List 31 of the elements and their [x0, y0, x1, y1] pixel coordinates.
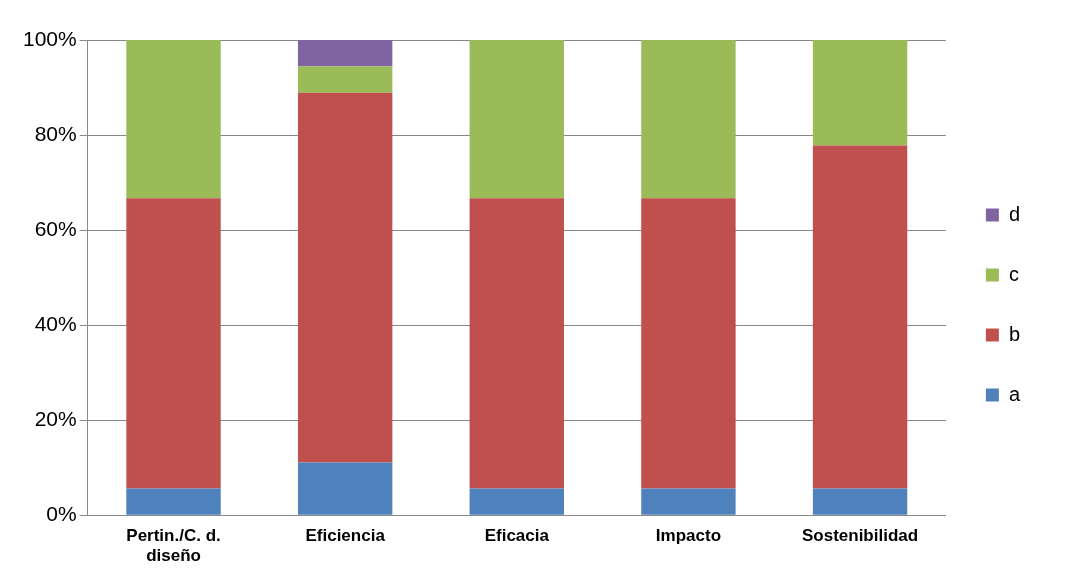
bar	[297, 92, 393, 463]
bar	[126, 40, 221, 199]
x-tick-label: Pertin./C. d. diseño	[126, 526, 221, 566]
bar	[469, 488, 564, 515]
bar	[126, 198, 221, 489]
bar	[297, 40, 393, 67]
bar	[126, 488, 221, 515]
bar	[641, 488, 736, 515]
bar	[469, 198, 564, 489]
legend-label: c	[1008, 262, 1019, 285]
bar	[812, 40, 908, 146]
y-tick-label: 80%	[34, 121, 77, 145]
y-tick-label: 40%	[34, 311, 77, 335]
bar	[469, 40, 564, 199]
bar	[641, 198, 736, 489]
y-tick-label: 20%	[34, 406, 77, 430]
x-tick-label: Sostenibilidad	[801, 526, 919, 546]
bar	[812, 145, 908, 489]
bar	[812, 488, 908, 515]
x-tick-label: Impacto	[655, 526, 722, 546]
x-tick-label: Eficiencia	[305, 526, 386, 546]
y-tick-label: 0%	[46, 502, 77, 525]
y-tick-label: 60%	[34, 216, 77, 240]
legend-label: b	[1008, 322, 1020, 345]
bar	[641, 40, 736, 199]
legend-label: d	[1008, 202, 1020, 225]
bar	[297, 462, 393, 515]
bar	[297, 66, 393, 93]
y-tick-label: 100%	[22, 26, 77, 50]
x-tick-label: Eficacia	[484, 526, 550, 546]
legend-label: a	[1008, 382, 1021, 405]
